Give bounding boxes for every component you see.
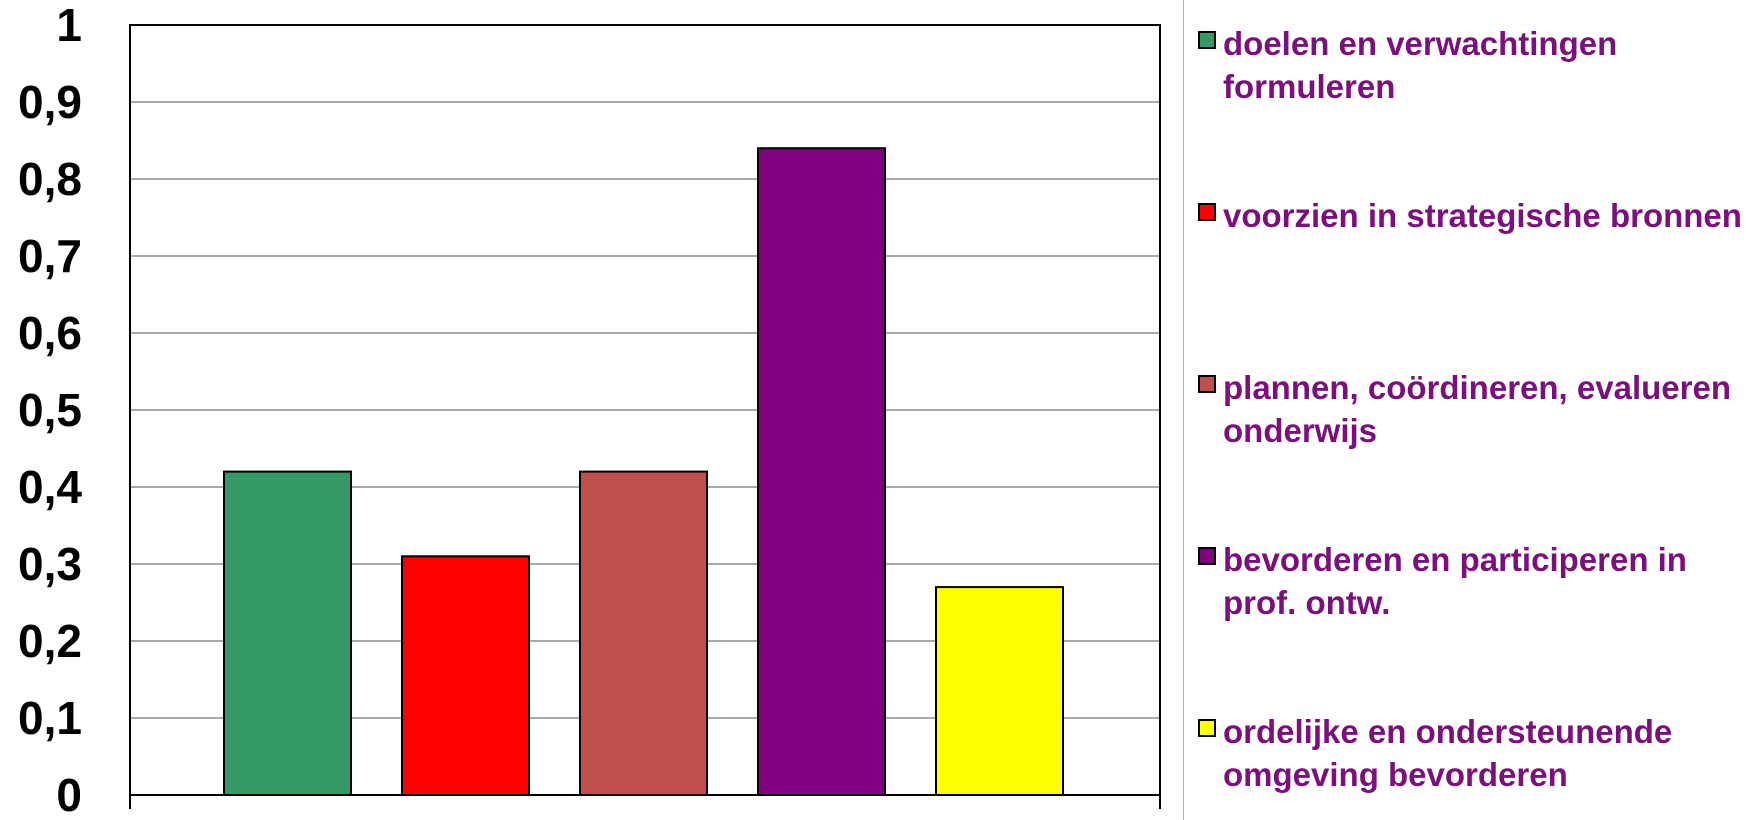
divider	[1183, 0, 1184, 820]
y-tick-label: 0,2	[18, 615, 82, 667]
y-tick-label: 0,7	[18, 230, 82, 282]
legend-item: plannen, coördineren, evalueren onderwij…	[1198, 366, 1743, 452]
x-axis	[129, 795, 1161, 809]
bar	[579, 470, 708, 796]
bar-chart: 0 0,1 0,2 0,3 0,4 0,5 0,6 0,7 0,8 0,9 1	[18, 0, 1161, 820]
bar	[223, 470, 352, 796]
legend-item: bevorderen en participeren in prof. ontw…	[1198, 538, 1743, 624]
bar	[401, 555, 530, 796]
legend-label: ordelijke en ondersteunende omgeving bev…	[1223, 713, 1673, 793]
y-tick-label: 0	[56, 769, 82, 820]
bar	[935, 586, 1064, 796]
legend-item: ordelijke en ondersteunende omgeving bev…	[1198, 710, 1743, 796]
y-tick-label: 0,9	[18, 76, 82, 128]
legend-swatch-icon	[1198, 719, 1216, 737]
legend-label: doelen en verwachtingen formuleren	[1223, 25, 1618, 105]
legend-swatch-icon	[1198, 547, 1216, 565]
legend-swatch-icon	[1198, 375, 1216, 393]
legend-swatch-icon	[1198, 31, 1216, 49]
y-tick-label: 1	[56, 0, 82, 51]
bar	[757, 147, 886, 796]
legend-swatch-icon	[1198, 203, 1216, 221]
legend-item: voorzien in strategische bronnen	[1198, 194, 1743, 237]
y-tick-label: 0,6	[18, 307, 82, 359]
y-axis-tick-labels: 0 0,1 0,2 0,3 0,4 0,5 0,6 0,7 0,8 0,9 1	[18, 0, 82, 820]
y-tick-label: 0,3	[18, 538, 82, 590]
y-tick-label: 0,1	[18, 692, 82, 744]
legend-label: plannen, coördineren, evalueren onderwij…	[1223, 369, 1731, 449]
legend-label: voorzien in strategische bronnen	[1223, 197, 1742, 234]
bars	[223, 147, 1064, 796]
legend-item: doelen en verwachtingen formuleren	[1198, 22, 1743, 108]
y-tick-label: 0,4	[18, 461, 82, 513]
y-tick-label: 0,5	[18, 384, 82, 436]
y-tick-label: 0,8	[18, 153, 82, 205]
legend-label: bevorderen en participeren in prof. ontw…	[1223, 541, 1687, 621]
